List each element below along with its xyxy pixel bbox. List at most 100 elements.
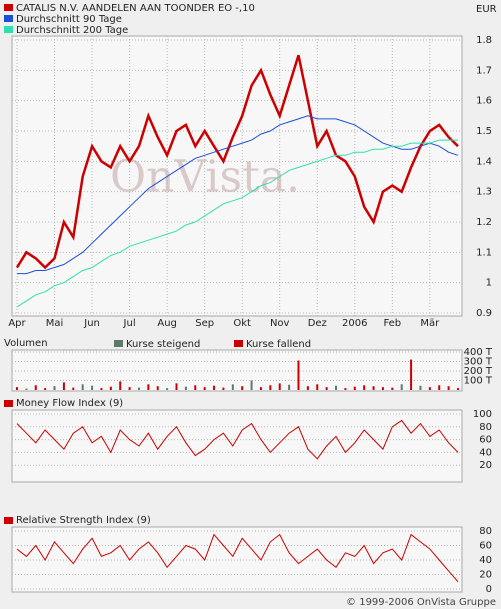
x-tick-label: Mär xyxy=(420,318,440,329)
bar xyxy=(128,387,131,390)
legend-swatch xyxy=(4,15,13,22)
legend-label: CATALIS N.V. AANDELEN AAN TOONDER EO -,1… xyxy=(16,3,255,14)
y-tick-label: 1 xyxy=(486,278,492,289)
y-tick-label: 1.3 xyxy=(476,187,492,198)
legend-label: Durchschnitt 90 Tage xyxy=(16,14,122,25)
bar xyxy=(44,388,47,390)
bar xyxy=(231,384,234,390)
bar xyxy=(438,385,441,390)
y-tick-label: 60 xyxy=(479,541,492,552)
x-tick-label: Okt xyxy=(233,318,251,329)
bar xyxy=(447,386,450,390)
bar xyxy=(335,385,338,390)
y-tick-label: 20 xyxy=(479,570,492,581)
line xyxy=(16,533,459,583)
x-tick-label: Aug xyxy=(157,318,177,329)
bar xyxy=(306,386,309,390)
bar xyxy=(353,386,356,390)
bar xyxy=(419,385,422,390)
bar xyxy=(250,380,253,390)
bar xyxy=(147,384,150,390)
x-tick-label: Jun xyxy=(83,318,100,329)
bar xyxy=(288,384,291,390)
y-tick-label: 0 xyxy=(486,584,492,595)
bar xyxy=(325,387,328,390)
bar xyxy=(137,387,140,390)
y-tick-label: 20 xyxy=(479,460,492,471)
legend-swatch xyxy=(4,400,13,407)
bar xyxy=(381,387,384,390)
footer: © 1999-2006 OnVista Gruppe xyxy=(346,597,496,608)
bar xyxy=(100,388,103,390)
legend-swatch xyxy=(4,517,13,524)
y-tick-label: 300 T xyxy=(464,357,493,368)
bar xyxy=(194,385,197,390)
bar xyxy=(297,360,300,390)
bar xyxy=(269,385,272,390)
legend-swatch xyxy=(4,4,13,11)
x-tick-label: Dez xyxy=(308,318,327,329)
bar xyxy=(175,383,178,390)
y-tick-label: 1.1 xyxy=(476,247,492,258)
bar xyxy=(278,383,281,390)
bar xyxy=(203,387,206,390)
y-tick-label: 400 T xyxy=(464,347,493,358)
bar xyxy=(53,386,56,390)
bar xyxy=(241,386,244,390)
y-tick-label: 100 xyxy=(473,409,492,420)
x-tick-label: 2006 xyxy=(342,318,367,329)
y-tick-label: 1.5 xyxy=(476,126,492,137)
axis-label: EUR xyxy=(476,4,497,15)
y-tick-label: 80 xyxy=(479,526,492,537)
y-tick-label: 1.8 xyxy=(476,35,492,46)
y-tick-label: 40 xyxy=(479,555,492,566)
legend-swatch xyxy=(114,340,123,347)
x-tick-label: Apr xyxy=(8,318,26,329)
bar xyxy=(213,385,216,390)
legend-swatch xyxy=(234,340,243,347)
plot-area xyxy=(11,409,463,483)
y-tick-label: 80 xyxy=(479,422,492,433)
bar xyxy=(372,386,375,390)
y-tick-label: 200 T xyxy=(464,366,493,377)
bar xyxy=(410,359,413,390)
panel-title: Volumen xyxy=(4,338,48,349)
line xyxy=(16,419,459,460)
x-tick-label: Mai xyxy=(46,318,64,329)
legend-swatch xyxy=(4,26,13,33)
bar xyxy=(457,388,459,390)
bar xyxy=(16,387,18,390)
bar xyxy=(391,387,394,390)
bar xyxy=(81,384,84,390)
bar xyxy=(119,381,122,390)
y-tick-label: 1.7 xyxy=(476,65,492,76)
bar xyxy=(316,384,319,390)
bar xyxy=(156,386,159,390)
y-tick-label: 0.9 xyxy=(476,308,492,319)
bar xyxy=(259,387,262,390)
legend-label: Kurse fallend xyxy=(246,339,311,350)
bar xyxy=(400,384,403,390)
x-tick-label: Jul xyxy=(123,318,136,329)
y-tick-label: 1.4 xyxy=(476,156,492,167)
y-tick-label: 1.2 xyxy=(476,217,492,228)
y-tick-label: 100 T xyxy=(464,376,493,387)
bar xyxy=(91,385,94,390)
bar xyxy=(25,388,28,390)
line xyxy=(15,54,459,270)
bar xyxy=(344,388,347,390)
bar xyxy=(184,386,187,390)
legend-label: Kurse steigend xyxy=(126,339,200,350)
panel-title: Money Flow Index (9) xyxy=(16,398,123,409)
panel-title: Relative Strength Index (9) xyxy=(16,515,151,526)
bar xyxy=(166,388,169,390)
x-tick-label: Sep xyxy=(195,318,214,329)
bar xyxy=(72,387,75,390)
bar xyxy=(363,385,366,390)
y-tick-label: 60 xyxy=(479,435,492,446)
bar xyxy=(109,386,112,390)
y-tick-label: 40 xyxy=(479,447,492,458)
x-tick-label: Feb xyxy=(383,318,401,329)
legend-label: Durchschnitt 200 Tage xyxy=(16,25,128,36)
